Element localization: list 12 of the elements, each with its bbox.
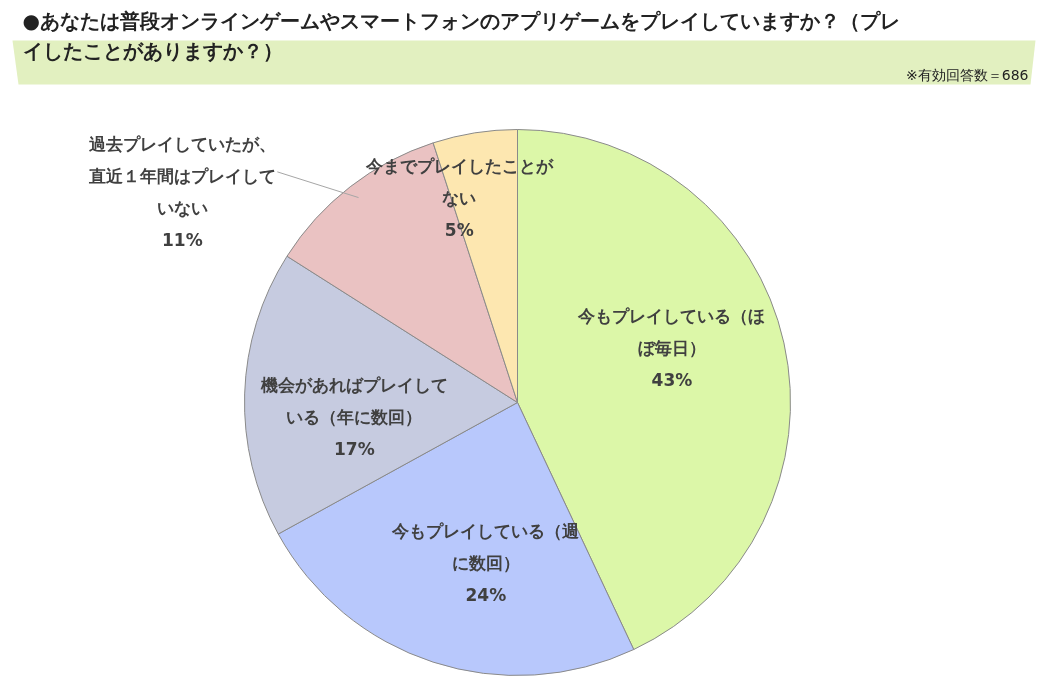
data-label: 43% bbox=[651, 369, 693, 390]
data-label: 24% bbox=[465, 585, 507, 606]
slice-label: 今もプレイしている（ほぼ毎日） bbox=[577, 305, 766, 358]
data-label: 5% bbox=[444, 219, 474, 240]
text: ※有効回答数＝686 bbox=[906, 66, 1029, 83]
data-label: 11% bbox=[161, 229, 203, 250]
slice-label: 過去プレイしていたが、直近１年間はプレイしていない bbox=[87, 133, 276, 218]
slice-label: 今までプレイしたことがない bbox=[364, 155, 554, 208]
slice-label: 今もプレイしている（週に数回） bbox=[391, 521, 580, 574]
chart-title: ●あなたは普段オンラインゲームやスマートフォンのアプリゲームをプレイしていますか？（プレイしたことがありますか？） bbox=[22, 8, 900, 63]
slice-label: 機会があればプレイしている（年に数回） bbox=[259, 374, 448, 427]
data-label: 17% bbox=[334, 438, 375, 459]
